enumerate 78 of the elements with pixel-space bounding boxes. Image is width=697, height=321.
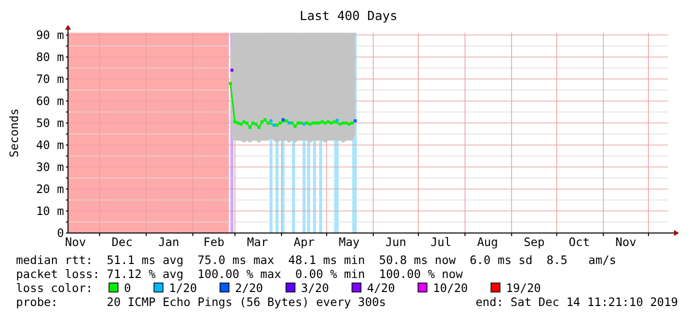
y-tick-label: 0	[57, 226, 64, 240]
point	[260, 120, 264, 124]
legend-label: 3/20	[301, 281, 329, 295]
point	[284, 119, 288, 122]
point	[336, 118, 339, 122]
y-tick-label: 50 m	[36, 116, 64, 130]
x-tick-label: Dec	[112, 235, 133, 249]
y-tick-label: 60 m	[36, 94, 64, 108]
point	[257, 126, 260, 129]
point	[228, 82, 232, 85]
y-tick-label: 90 m	[36, 28, 64, 42]
x-tick-label: Mar	[246, 235, 268, 249]
point	[344, 122, 348, 124]
point	[338, 122, 342, 126]
x-tick-label: Sep	[524, 235, 545, 249]
point	[242, 120, 246, 124]
point	[263, 118, 266, 122]
x-tick-label: Apr	[294, 235, 315, 249]
y-tick-label: 20 m	[36, 182, 64, 196]
x-tick-label: Jun	[385, 235, 406, 249]
point	[282, 118, 285, 122]
point	[302, 122, 306, 126]
point	[354, 119, 357, 122]
legend-label: 1/20	[169, 281, 197, 295]
text: end: Sat Dec 14 11:21:10 2019	[476, 295, 678, 309]
point	[290, 122, 294, 124]
point	[332, 120, 336, 124]
point	[308, 122, 312, 126]
y-tick-label: 80 m	[36, 50, 64, 64]
point	[314, 122, 318, 124]
point	[300, 122, 303, 124]
point	[278, 122, 282, 124]
text: probe: 20 ICMP Echo Pings (56 Bytes) every 300s	[16, 295, 386, 309]
point	[276, 124, 279, 127]
legend-label: 2/20	[235, 281, 263, 295]
point	[288, 122, 291, 124]
y-tick-label: 30 m	[36, 160, 64, 174]
x-tick-label: May	[338, 235, 360, 249]
chart-title: Last 400 Days	[300, 8, 398, 23]
point	[350, 122, 354, 124]
point	[306, 122, 309, 124]
text: packet loss: 71.12 % avg 100.00 % max 0.00 % min 100.00 % now	[16, 267, 463, 281]
point	[254, 122, 258, 126]
x-tick-label: Jul	[430, 235, 452, 249]
point	[294, 124, 297, 128]
point	[270, 119, 273, 122]
x-tick-label: Aug	[477, 235, 498, 249]
text: median rtt: 51.1 ms avg 75.0 ms max 48.1 ms min 50.8 ms now 6.0 ms sd 8.5 am/s	[16, 253, 616, 267]
point	[272, 124, 276, 127]
point	[233, 120, 236, 124]
y-tick-label: 40 m	[36, 138, 64, 152]
legend-label: 10/20	[433, 281, 468, 295]
point	[326, 120, 330, 124]
point	[318, 122, 321, 124]
y-tick-label: 70 m	[36, 72, 64, 86]
point	[312, 122, 315, 124]
y-axis-title: Seconds	[7, 108, 21, 158]
x-tick-label: Feb	[203, 235, 224, 249]
point	[324, 122, 327, 124]
point	[320, 120, 324, 124]
x-tick-label: Nov	[65, 235, 86, 249]
point	[342, 122, 345, 124]
x-tick-label: Nov	[615, 235, 636, 249]
point	[251, 122, 254, 124]
x-tick-label: Oct	[568, 235, 590, 249]
point	[239, 122, 242, 126]
legend-label: 19/20	[506, 281, 541, 295]
y-tick-label: 10 m	[36, 204, 64, 218]
point	[248, 126, 252, 129]
point	[245, 122, 248, 124]
point	[330, 122, 333, 124]
point	[230, 68, 234, 72]
point	[348, 122, 351, 126]
point	[236, 122, 240, 124]
legend-title: loss color:	[16, 281, 93, 295]
legend-label: 4/20	[367, 281, 395, 295]
legend-label: 0	[124, 281, 131, 295]
x-tick-label: Jan	[158, 235, 180, 249]
